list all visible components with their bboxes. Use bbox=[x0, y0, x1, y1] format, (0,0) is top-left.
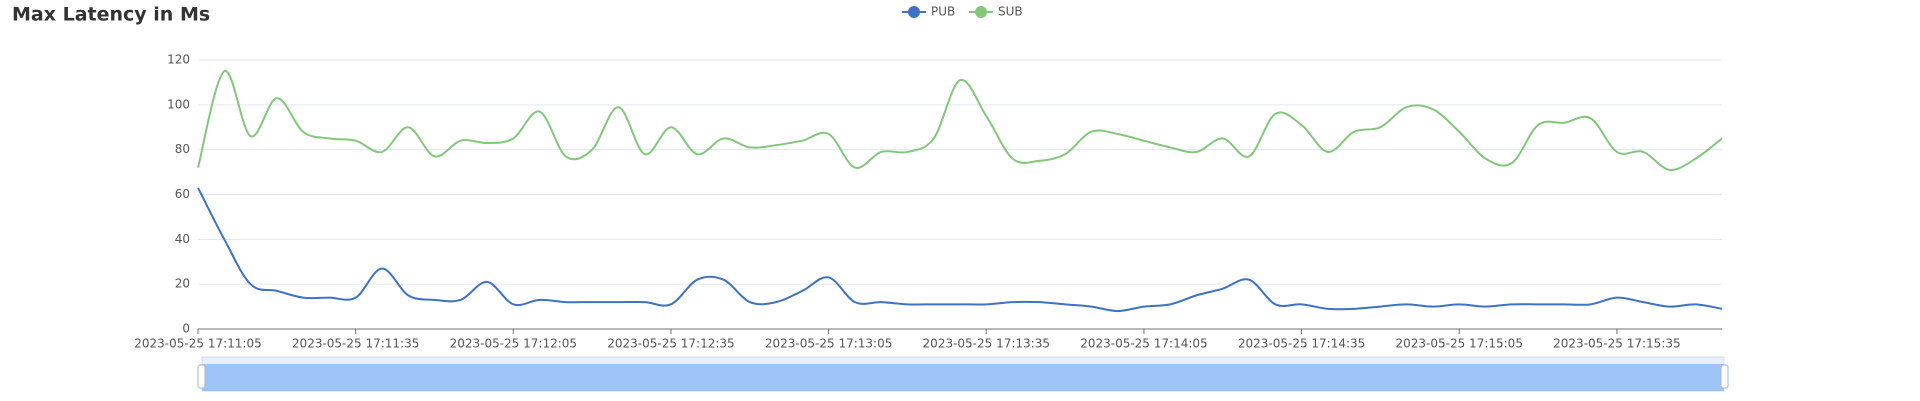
legend-label: PUB bbox=[931, 5, 955, 19]
y-tick-label: 40 bbox=[175, 232, 190, 246]
x-tick-label: 2023-05-25 17:15:05 bbox=[1396, 337, 1523, 351]
line-series bbox=[197, 70, 1723, 171]
x-tick-label: 2023-05-25 17:11:35 bbox=[292, 337, 419, 351]
zoom-handle[interactable] bbox=[1720, 364, 1729, 389]
y-tick-label: 20 bbox=[175, 277, 190, 291]
x-tick-label: 2023-05-25 17:13:35 bbox=[923, 337, 1050, 351]
x-tick-label: 2023-05-25 17:12:35 bbox=[607, 337, 734, 351]
legend-marker bbox=[975, 6, 987, 18]
legend-label: SUB bbox=[998, 5, 1023, 19]
x-tick-label: 2023-05-25 17:14:35 bbox=[1238, 337, 1365, 351]
y-tick-label: 80 bbox=[175, 142, 190, 156]
x-tick-label: 2023-05-25 17:11:05 bbox=[134, 337, 261, 351]
y-tick-label: 100 bbox=[167, 97, 190, 111]
x-tick-label: 2023-05-25 17:12:05 bbox=[450, 337, 577, 351]
chart-title: Max Latency in Ms bbox=[12, 4, 210, 26]
x-tick-label: 2023-05-25 17:15:35 bbox=[1553, 337, 1680, 351]
x-tick-label: 2023-05-25 17:14:05 bbox=[1080, 337, 1207, 351]
y-tick-label: 120 bbox=[167, 53, 190, 67]
y-tick-label: 0 bbox=[182, 322, 190, 336]
line-series bbox=[197, 187, 1723, 313]
zoom-window[interactable] bbox=[202, 364, 1724, 391]
x-tick-label: 2023-05-25 17:13:05 bbox=[765, 337, 892, 351]
legend-marker bbox=[908, 6, 920, 18]
zoom-handle[interactable] bbox=[197, 364, 206, 389]
y-tick-label: 60 bbox=[175, 187, 190, 201]
